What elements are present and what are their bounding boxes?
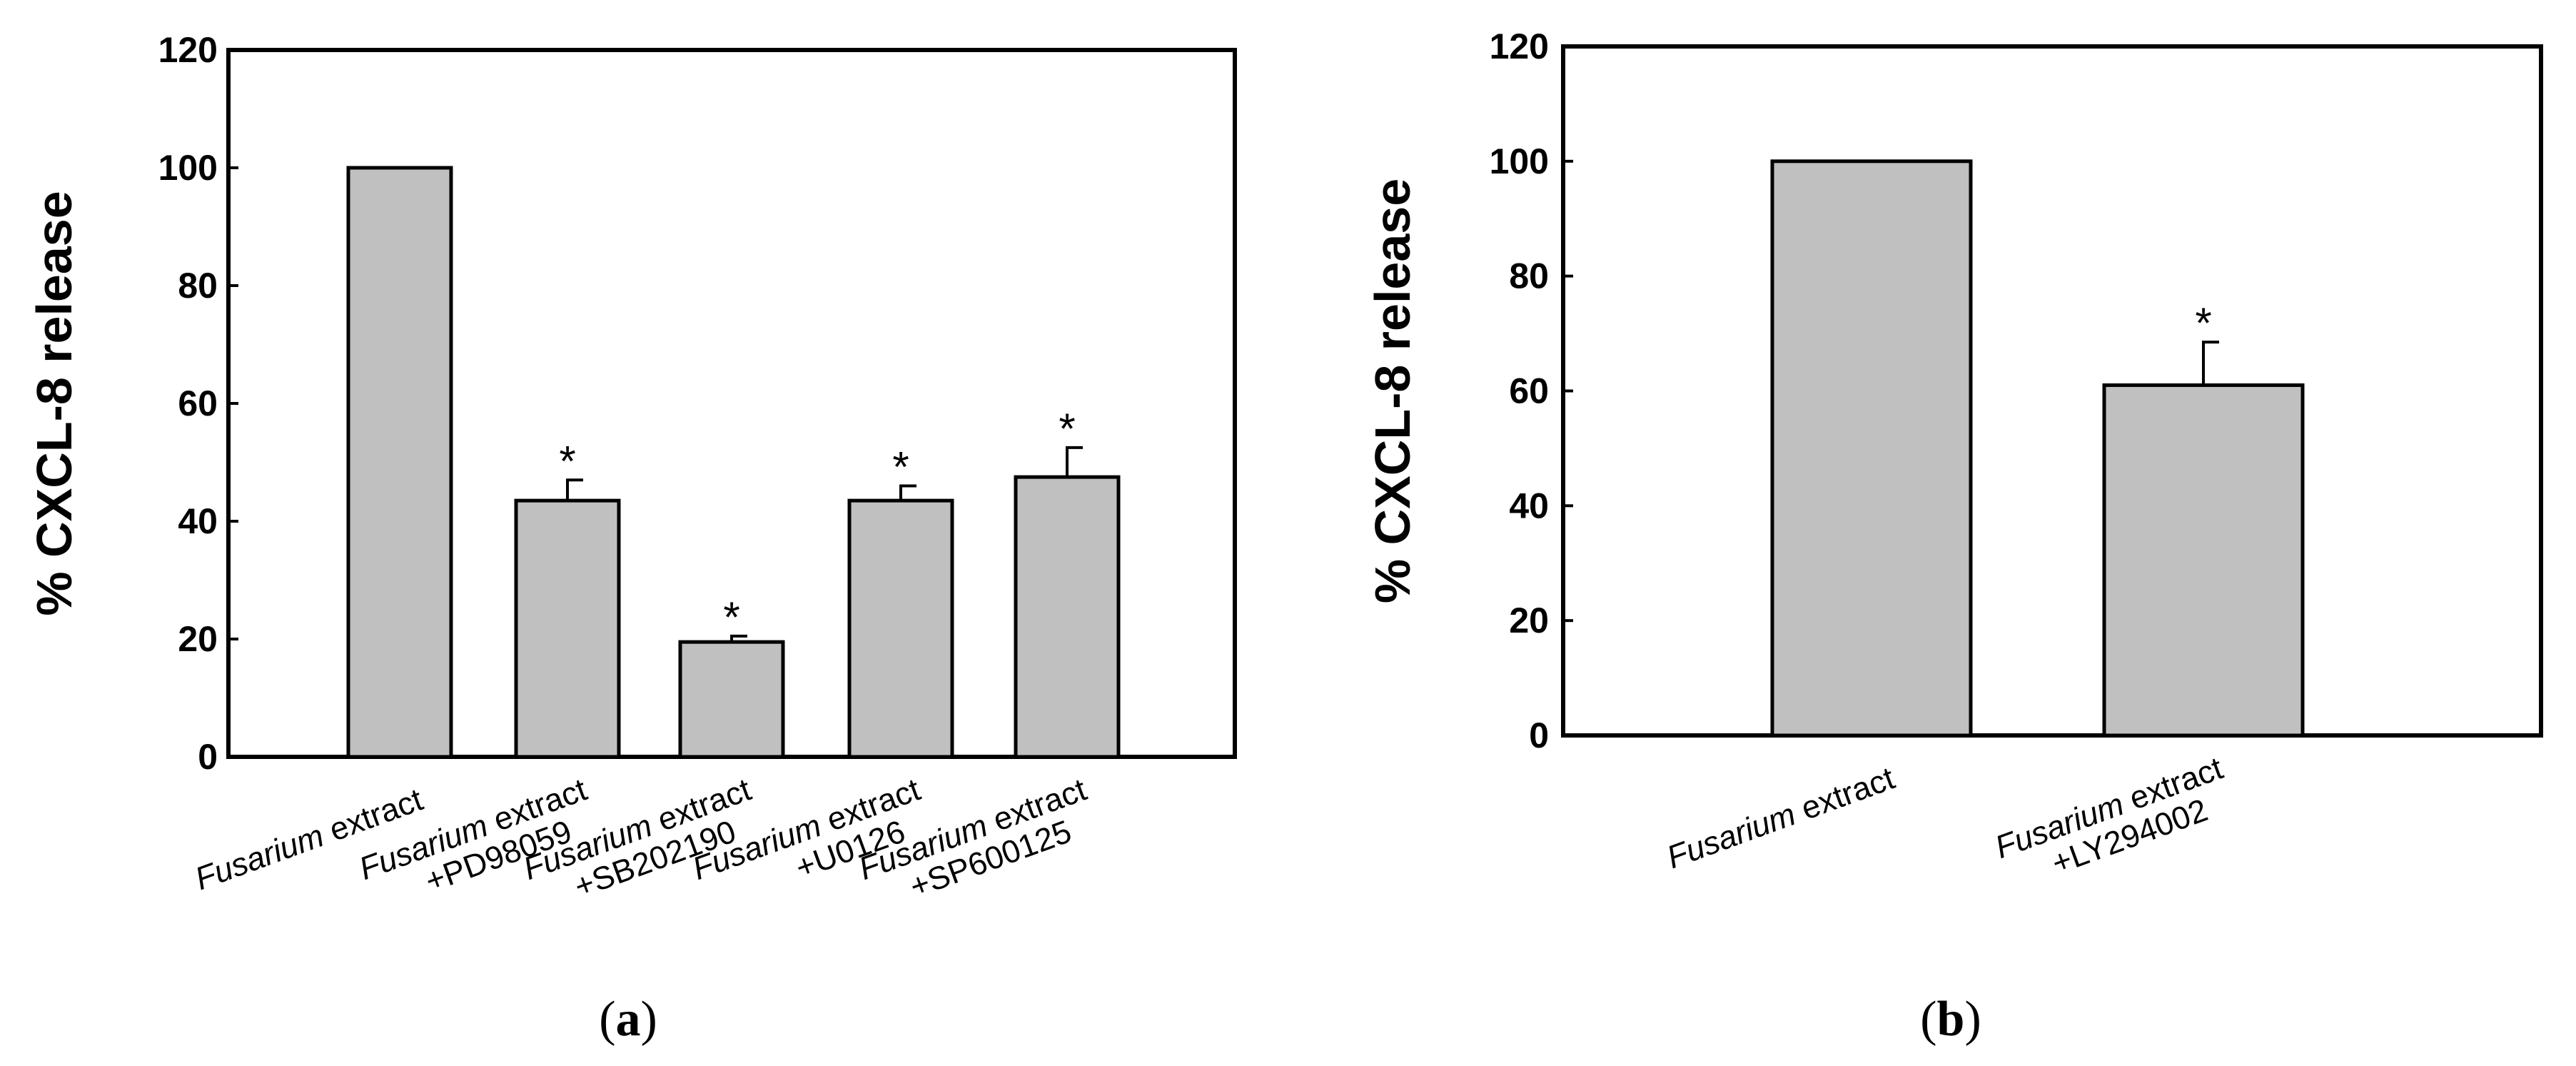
y-tick-label: 60 [1509,371,1549,411]
category-label: Fusarium extract+LY294002 [1990,749,2239,897]
panel-label-open: ( [599,992,615,1047]
bar [2102,383,2305,738]
significance-marker: * [723,593,739,641]
bar [1014,475,1121,759]
y-tick-label: 80 [1509,256,1549,296]
significance-marker: * [1059,405,1075,453]
category-label: Fusarium extract [1662,760,1899,876]
y-tick-label: 0 [198,737,218,777]
y-tick-label: 100 [1490,141,1549,181]
category-label-rest: extract [1788,760,1900,830]
bar [678,640,785,759]
significance-marker: * [892,443,909,491]
panel-label-letter: b [1937,992,1965,1047]
category-label-italic: Fusarium [190,817,328,897]
y-tick-label: 80 [178,266,218,306]
y-tick-label: 100 [158,148,218,188]
panel-label-close: ) [641,992,657,1047]
panel-label-open: ( [1920,992,1936,1047]
bar [346,166,453,759]
y-axis-title: % CXCL-8 release [26,191,82,615]
y-tick-label: 120 [158,30,218,70]
significance-marker: * [2195,299,2211,347]
y-tick-label: 60 [178,383,218,423]
y-tick-label: 40 [178,501,218,541]
chart-panel-b: 0 20 40 60 80 100 120 % CXCL-8 release Fusarium … [1365,26,2543,1047]
y-axis-title: % CXCL-8 release [1365,178,1420,603]
category-label-italic: Fusarium [1662,795,1800,875]
panel-label-close: ) [1964,992,1981,1047]
bar [847,498,954,759]
category-label-line1: Fusarium extract [1662,760,1899,876]
significance-marker: * [559,437,575,485]
bar [1770,159,1973,738]
plot-frame [1561,44,2543,738]
panel-label: (a) [599,992,657,1047]
panel-label: (b) [1920,992,1981,1047]
panel-label-letter: a [616,992,641,1047]
y-tick-label: 20 [178,619,218,659]
y-tick-label: 40 [1509,486,1549,526]
bar [514,498,621,759]
y-tick-label: 0 [1529,715,1549,755]
y-tick-label: 120 [1490,26,1549,66]
y-tick-label: 20 [1509,600,1549,640]
